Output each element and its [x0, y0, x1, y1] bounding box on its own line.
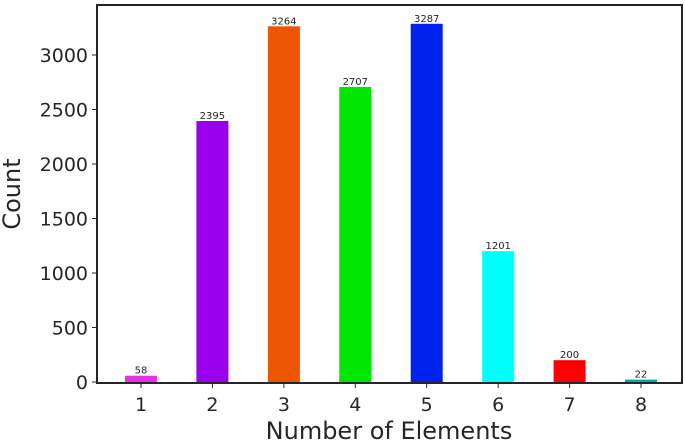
x-tick-label-1: 1	[135, 394, 147, 416]
y-tick-label-500: 500	[52, 318, 88, 340]
y-tick-label-3000: 3000	[40, 45, 88, 67]
bar-1	[125, 375, 157, 382]
y-axis-label: Count	[0, 158, 26, 229]
x-tick-label-6: 6	[492, 394, 504, 416]
x-tick-label-7: 7	[564, 394, 576, 416]
data-label-1: 58	[135, 366, 148, 377]
y-tick-label-0: 0	[76, 372, 88, 394]
y-tick-label-2000: 2000	[40, 154, 88, 176]
y-tick-label-1000: 1000	[40, 263, 88, 285]
x-tick-label-2: 2	[206, 394, 218, 416]
data-labels-group: 58 2395 3264 2707 3287 1201 200 22	[135, 14, 648, 381]
x-tick-label-4: 4	[349, 394, 361, 416]
x-axis-ticks: 1 2 3 4 5 6 7 8	[135, 383, 647, 416]
bar-7	[553, 360, 586, 382]
bar-3	[267, 26, 300, 383]
bar-8	[625, 379, 657, 382]
data-label-5: 3287	[414, 14, 439, 25]
bar-2	[196, 121, 229, 382]
bar-4	[339, 87, 372, 382]
data-label-3: 3264	[271, 16, 296, 27]
y-tick-label-1500: 1500	[40, 209, 88, 231]
data-label-6: 1201	[485, 241, 510, 252]
bar-5	[410, 23, 443, 383]
y-tick-label-2500: 2500	[40, 100, 88, 122]
bars-group	[125, 23, 657, 383]
bar-6	[482, 251, 515, 382]
data-label-7: 200	[560, 350, 579, 361]
plot-frame	[96, 4, 683, 384]
x-tick-label-3: 3	[278, 394, 290, 416]
x-tick-label-8: 8	[635, 394, 647, 416]
x-tick-label-5: 5	[421, 394, 433, 416]
x-axis-label: Number of Elements	[266, 417, 513, 443]
data-label-8: 22	[635, 370, 648, 381]
y-axis-ticks: 0 500 1000 1500 2000 2500 3000	[40, 45, 97, 394]
data-label-2: 2395	[200, 111, 225, 122]
data-label-4: 2707	[343, 77, 368, 88]
